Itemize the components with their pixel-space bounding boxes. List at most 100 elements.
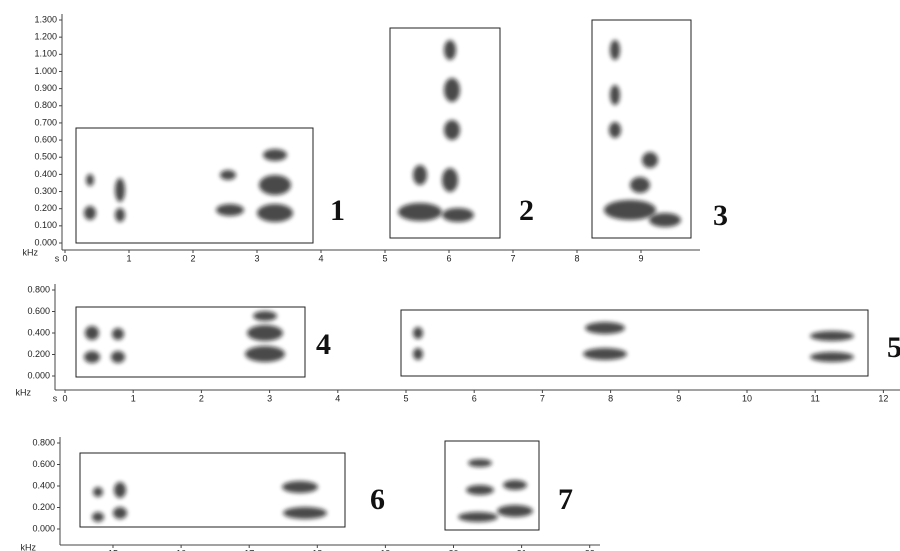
spectrogram-blob bbox=[810, 352, 854, 362]
spectrogram-blob bbox=[604, 200, 656, 220]
spectrogram-blob bbox=[398, 203, 442, 221]
x-tick-label: 10 bbox=[742, 393, 752, 403]
spectrogram-blob bbox=[630, 177, 650, 193]
x-unit: s bbox=[53, 393, 58, 403]
spectrogram-blob bbox=[444, 40, 456, 60]
spectrogram-blob bbox=[86, 174, 94, 186]
spectrogram-blob bbox=[84, 351, 100, 363]
x-tick-label: 3 bbox=[254, 253, 259, 263]
spectrogram-blob bbox=[247, 325, 283, 341]
call-box bbox=[401, 310, 868, 376]
y-tick-label: 0.600 bbox=[27, 306, 50, 316]
x-tick-label: 1 bbox=[131, 393, 136, 403]
y-tick-label: 0.000 bbox=[32, 523, 55, 533]
spectrogram-blob bbox=[85, 326, 99, 340]
x-tick-label: 4 bbox=[335, 393, 340, 403]
y-tick-label: 0.800 bbox=[27, 284, 50, 294]
x-tick-label: 4 bbox=[318, 253, 323, 263]
spectrogram-blob bbox=[113, 507, 127, 519]
spectrogram-blob bbox=[649, 213, 681, 227]
y-tick-label: 0.800 bbox=[34, 100, 57, 110]
panel: 0.8000.6000.4000.2000.000kHzs15161718192… bbox=[21, 437, 601, 551]
spectrogram-blob bbox=[283, 507, 327, 519]
x-unit: s bbox=[55, 253, 60, 263]
x-tick-label: 3 bbox=[267, 393, 272, 403]
y-tick-label: 0.700 bbox=[34, 117, 57, 127]
y-unit: kHz bbox=[21, 542, 37, 551]
spectrogram-blob bbox=[282, 481, 318, 493]
call-number: 3 bbox=[713, 199, 728, 232]
y-tick-label: 0.600 bbox=[34, 134, 57, 144]
y-tick-label: 0.200 bbox=[32, 502, 55, 512]
y-tick-label: 0.900 bbox=[34, 83, 57, 93]
x-tick-label: 9 bbox=[676, 393, 681, 403]
spectrogram-blob bbox=[503, 480, 527, 490]
x-tick-label: 2 bbox=[199, 393, 204, 403]
spectrogram-blob bbox=[610, 40, 620, 60]
spectrogram-blob bbox=[253, 311, 277, 321]
spectrogram-blob bbox=[583, 348, 627, 360]
y-tick-label: 0.600 bbox=[32, 459, 55, 469]
spectrogram-blob bbox=[413, 165, 427, 185]
call-number: 7 bbox=[558, 483, 573, 516]
spectrogram-blob bbox=[466, 485, 494, 495]
spectrogram-blob bbox=[84, 206, 96, 220]
y-unit: kHz bbox=[23, 247, 39, 257]
y-tick-label: 1.200 bbox=[34, 32, 57, 42]
spectrogram-blob bbox=[259, 175, 291, 195]
y-tick-label: 0.000 bbox=[34, 237, 57, 247]
spectrogram-blob bbox=[257, 204, 293, 222]
y-tick-label: 0.000 bbox=[27, 370, 50, 380]
x-tick-label: 6 bbox=[446, 253, 451, 263]
y-unit: kHz bbox=[16, 387, 32, 397]
spectrogram-blob bbox=[115, 208, 125, 222]
x-tick-label: 2 bbox=[190, 253, 195, 263]
x-tick-label: 6 bbox=[472, 393, 477, 403]
panel: 1.3001.2001.1001.0000.9000.8000.7000.600… bbox=[23, 14, 729, 263]
spectrogram-blob bbox=[444, 120, 460, 140]
spectrogram-blob bbox=[112, 328, 124, 340]
x-tick-label: 5 bbox=[403, 393, 408, 403]
x-tick-label: 8 bbox=[574, 253, 579, 263]
y-tick-label: 0.400 bbox=[32, 480, 55, 490]
spectrogram-blob bbox=[216, 204, 244, 216]
y-tick-label: 1.000 bbox=[34, 66, 57, 76]
spectrogram-blob bbox=[610, 85, 620, 105]
y-tick-label: 0.200 bbox=[34, 203, 57, 213]
spectrogram-blob bbox=[111, 351, 125, 363]
x-tick-label: 7 bbox=[510, 253, 515, 263]
y-tick-label: 0.400 bbox=[27, 327, 50, 337]
x-tick-label: 8 bbox=[608, 393, 613, 403]
spectrogram-blob bbox=[115, 178, 125, 202]
call-number: 1 bbox=[330, 194, 345, 227]
y-tick-label: 0.300 bbox=[34, 186, 57, 196]
spectrogram-blob bbox=[497, 505, 533, 517]
spectrogram-blob bbox=[92, 512, 104, 522]
spectrogram-blob bbox=[458, 512, 498, 522]
x-tick-label: 1 bbox=[126, 253, 131, 263]
y-tick-label: 0.100 bbox=[34, 220, 57, 230]
y-tick-label: 1.300 bbox=[34, 14, 57, 24]
spectrogram-blob bbox=[220, 170, 236, 180]
call-number: 5 bbox=[887, 331, 900, 364]
x-tick-label: 5 bbox=[382, 253, 387, 263]
spectrogram-blob bbox=[642, 152, 658, 168]
spectrogram-blob bbox=[93, 487, 103, 497]
y-tick-label: 0.200 bbox=[27, 349, 50, 359]
y-tick-label: 0.400 bbox=[34, 169, 57, 179]
spectrogram-blob bbox=[114, 482, 126, 498]
x-tick-label: 12 bbox=[878, 393, 888, 403]
x-tick-label: 0 bbox=[62, 253, 67, 263]
call-number: 2 bbox=[519, 194, 534, 227]
x-tick-label: 11 bbox=[811, 393, 820, 403]
x-tick-label: 0 bbox=[62, 393, 67, 403]
spectrogram-blob bbox=[442, 168, 458, 192]
page: {"panels": [ {"y_unit": "kHz", "x_unit":… bbox=[0, 0, 900, 551]
y-tick-label: 0.800 bbox=[32, 437, 55, 447]
spectrogram-blob bbox=[444, 78, 460, 102]
call-number: 4 bbox=[316, 328, 331, 361]
x-tick-label: 7 bbox=[540, 393, 545, 403]
y-tick-label: 0.500 bbox=[34, 152, 57, 162]
spectrogram-blob bbox=[810, 331, 854, 341]
